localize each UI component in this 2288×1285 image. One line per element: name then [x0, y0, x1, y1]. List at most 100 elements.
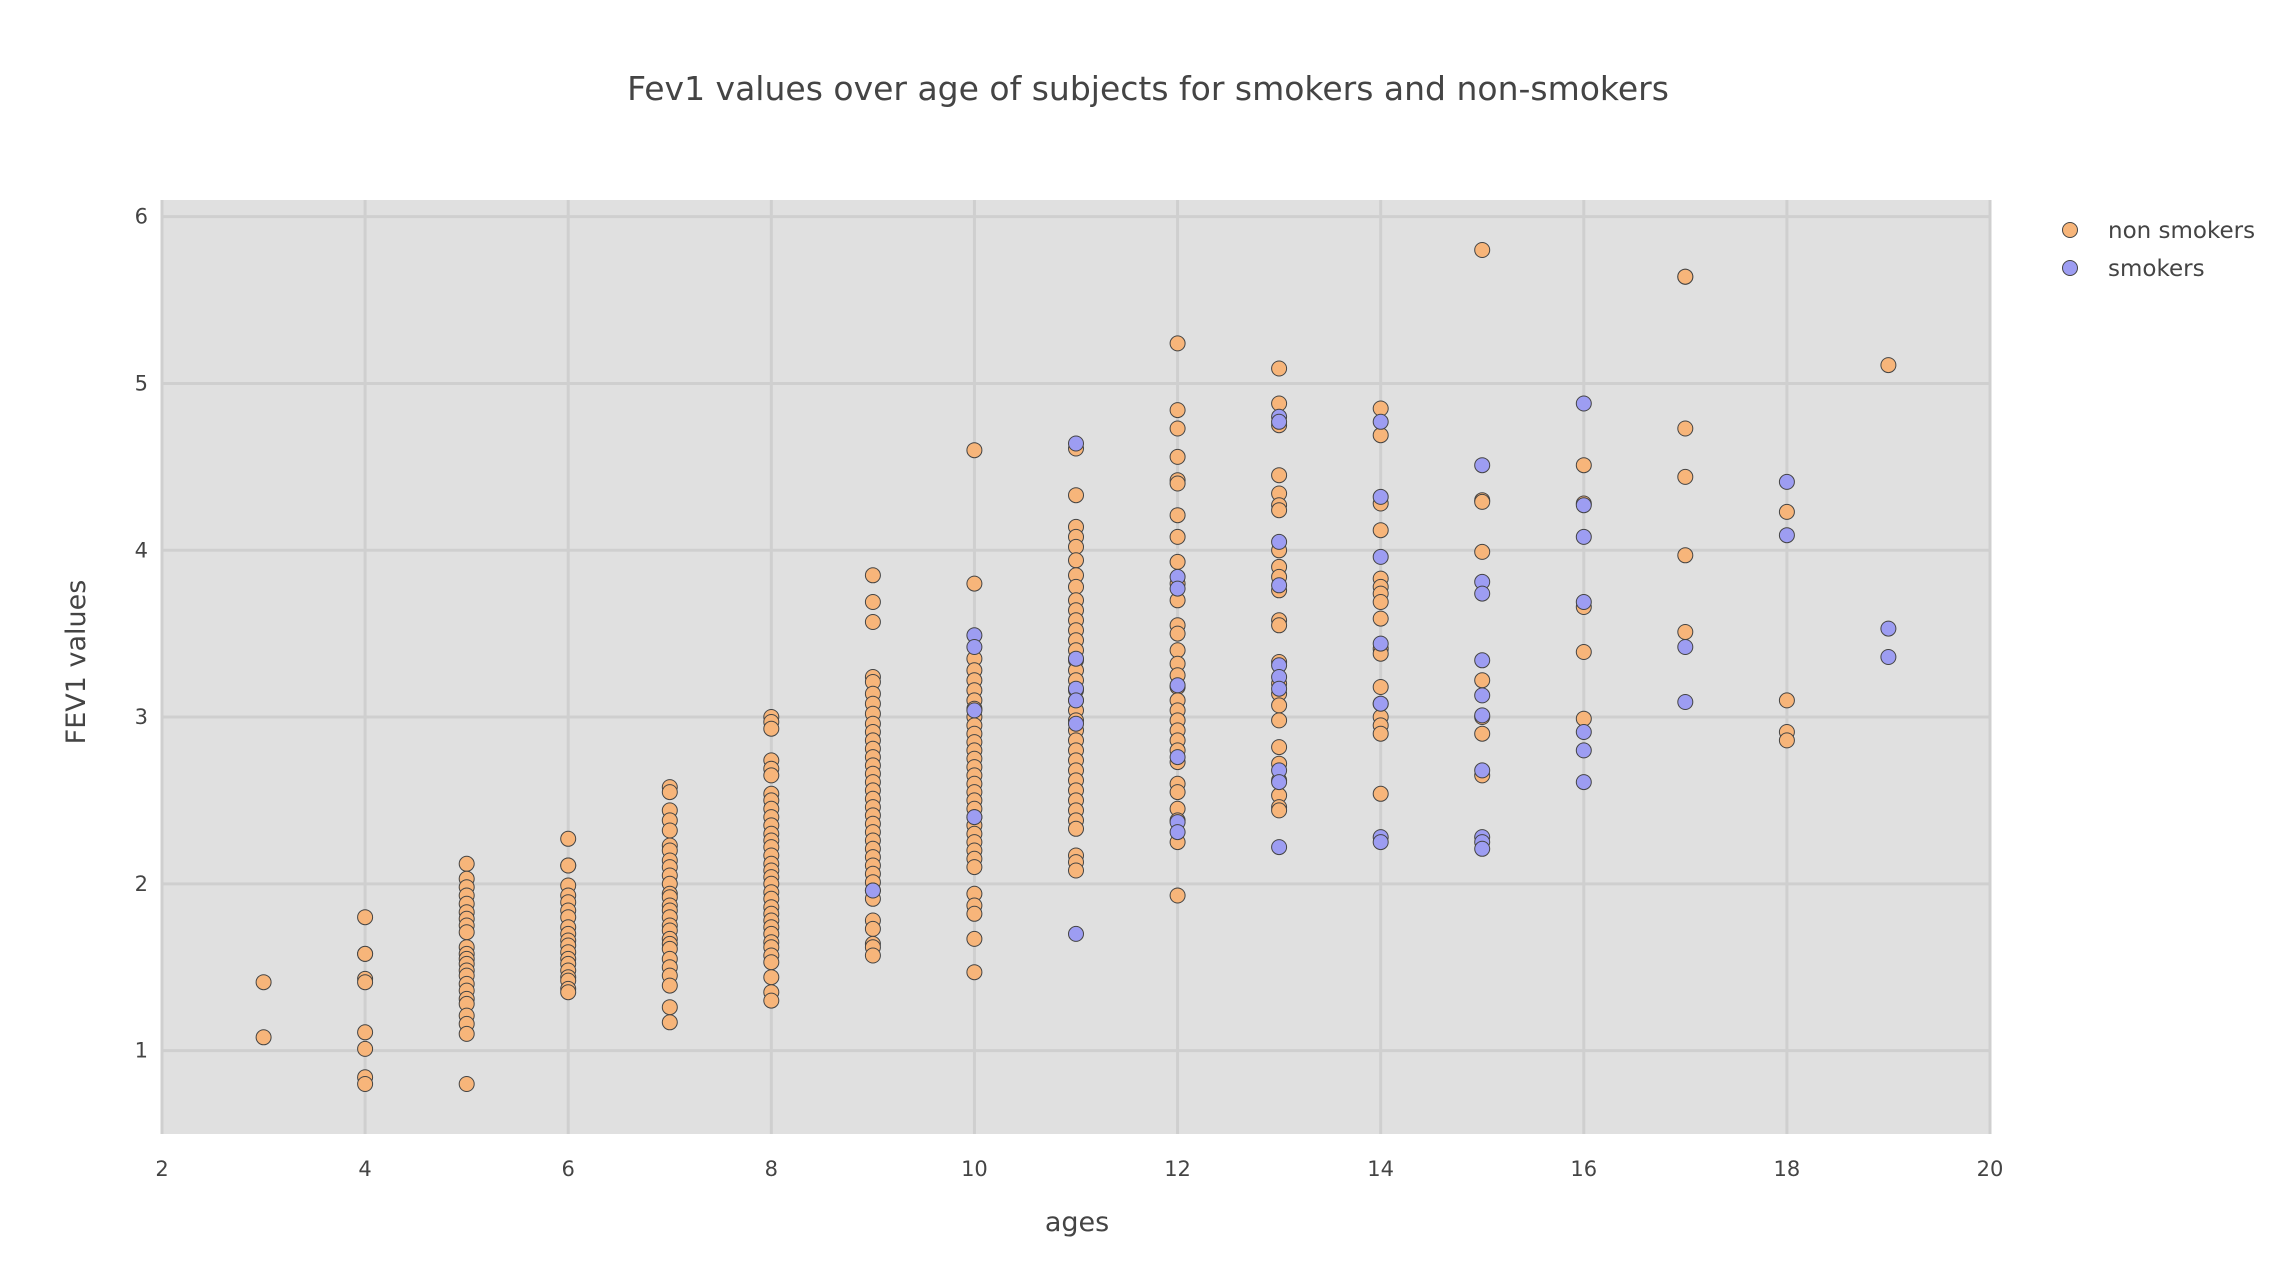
data-point	[1169, 677, 1186, 694]
data-point	[357, 1076, 374, 1092]
data-point	[1372, 548, 1389, 565]
data-points	[255, 242, 1897, 1092]
data-point	[966, 575, 983, 592]
data-point	[966, 905, 983, 922]
x-tick-label: 2	[155, 1157, 168, 1181]
data-point	[1169, 420, 1186, 437]
data-point	[1474, 585, 1491, 602]
x-tick-label: 18	[1774, 1157, 1801, 1181]
data-point	[1880, 357, 1897, 374]
data-point	[966, 964, 983, 981]
data-point	[1880, 620, 1897, 637]
data-point	[1575, 528, 1592, 545]
y-axis-title: FEV1 values	[61, 580, 92, 745]
data-point	[1271, 680, 1288, 697]
data-point	[1372, 522, 1389, 539]
legend-label: non smokers	[2108, 218, 2255, 244]
data-point	[1271, 739, 1288, 756]
data-point	[1474, 493, 1491, 510]
data-point	[357, 945, 374, 962]
x-tick-labels: 2 4 6 8 10 12 14 16 18 20	[155, 1157, 2003, 1181]
x-tick-label: 10	[961, 1157, 988, 1181]
data-point	[1372, 400, 1389, 417]
data-point	[1575, 742, 1592, 759]
data-point	[1372, 413, 1389, 430]
data-point	[560, 830, 577, 847]
data-point	[1677, 547, 1694, 564]
x-tick-label: 8	[765, 1157, 778, 1181]
data-point	[1271, 502, 1288, 519]
data-point	[864, 614, 881, 630]
data-point	[661, 822, 678, 839]
data-point	[864, 567, 881, 584]
data-point	[1068, 692, 1084, 709]
data-point	[1474, 725, 1491, 742]
data-point	[1575, 644, 1592, 660]
data-point	[1372, 594, 1389, 610]
series-smokers	[864, 395, 1897, 942]
data-point	[1271, 712, 1288, 729]
data-point	[1474, 543, 1491, 560]
data-point	[1068, 820, 1084, 837]
data-point	[1068, 862, 1084, 879]
data-point	[864, 920, 881, 937]
data-point	[1372, 679, 1389, 695]
legend-item: non smokers	[2062, 218, 2255, 244]
legend: non smokers smokers	[2062, 218, 2255, 282]
data-point	[1271, 467, 1288, 484]
data-point	[763, 969, 780, 986]
x-tick-label: 16	[1570, 1157, 1597, 1181]
data-point	[1677, 468, 1694, 485]
data-point	[1169, 507, 1186, 524]
data-point	[1169, 553, 1186, 570]
data-point	[1068, 435, 1084, 452]
data-point	[1677, 624, 1694, 640]
data-point	[357, 974, 374, 991]
x-tick-label: 4	[358, 1157, 371, 1181]
data-point	[1575, 594, 1592, 610]
data-point	[1169, 528, 1186, 545]
data-point	[864, 594, 881, 610]
data-point	[1575, 724, 1592, 740]
data-point	[1169, 625, 1186, 642]
data-point	[458, 1076, 475, 1092]
data-point	[661, 999, 678, 1016]
data-point	[255, 1029, 272, 1046]
data-point	[1169, 824, 1186, 841]
x-axis-title: ages	[1045, 1207, 1109, 1238]
data-point	[1372, 725, 1389, 742]
data-point	[1474, 840, 1491, 857]
data-point	[357, 1024, 374, 1041]
data-point	[357, 909, 374, 926]
data-point	[1068, 538, 1084, 555]
data-point	[1169, 448, 1186, 465]
data-point	[1372, 834, 1389, 851]
data-point	[763, 720, 780, 737]
series-non-smokers	[255, 242, 1897, 1092]
data-point	[1068, 578, 1084, 595]
data-point	[966, 639, 983, 655]
data-point	[1271, 395, 1288, 412]
x-tick-label: 6	[562, 1157, 575, 1181]
data-point	[1474, 687, 1491, 704]
data-point	[1372, 635, 1389, 652]
data-point	[1474, 652, 1491, 669]
data-point	[1778, 692, 1795, 709]
data-point	[255, 974, 272, 991]
data-point	[1575, 395, 1592, 412]
y-tick-label: 4	[135, 538, 148, 562]
data-point	[1474, 762, 1491, 779]
chart-title: Fev1 values over age of subjects for smo…	[627, 69, 1669, 108]
data-point	[458, 924, 475, 941]
data-point	[1169, 887, 1186, 904]
y-tick-label: 5	[135, 371, 148, 395]
data-point	[864, 882, 881, 899]
data-point	[1271, 697, 1288, 714]
data-point	[1271, 577, 1288, 594]
data-point	[1778, 527, 1795, 544]
data-point	[560, 984, 577, 1001]
data-point	[1271, 413, 1288, 430]
x-tick-label: 14	[1367, 1157, 1394, 1181]
